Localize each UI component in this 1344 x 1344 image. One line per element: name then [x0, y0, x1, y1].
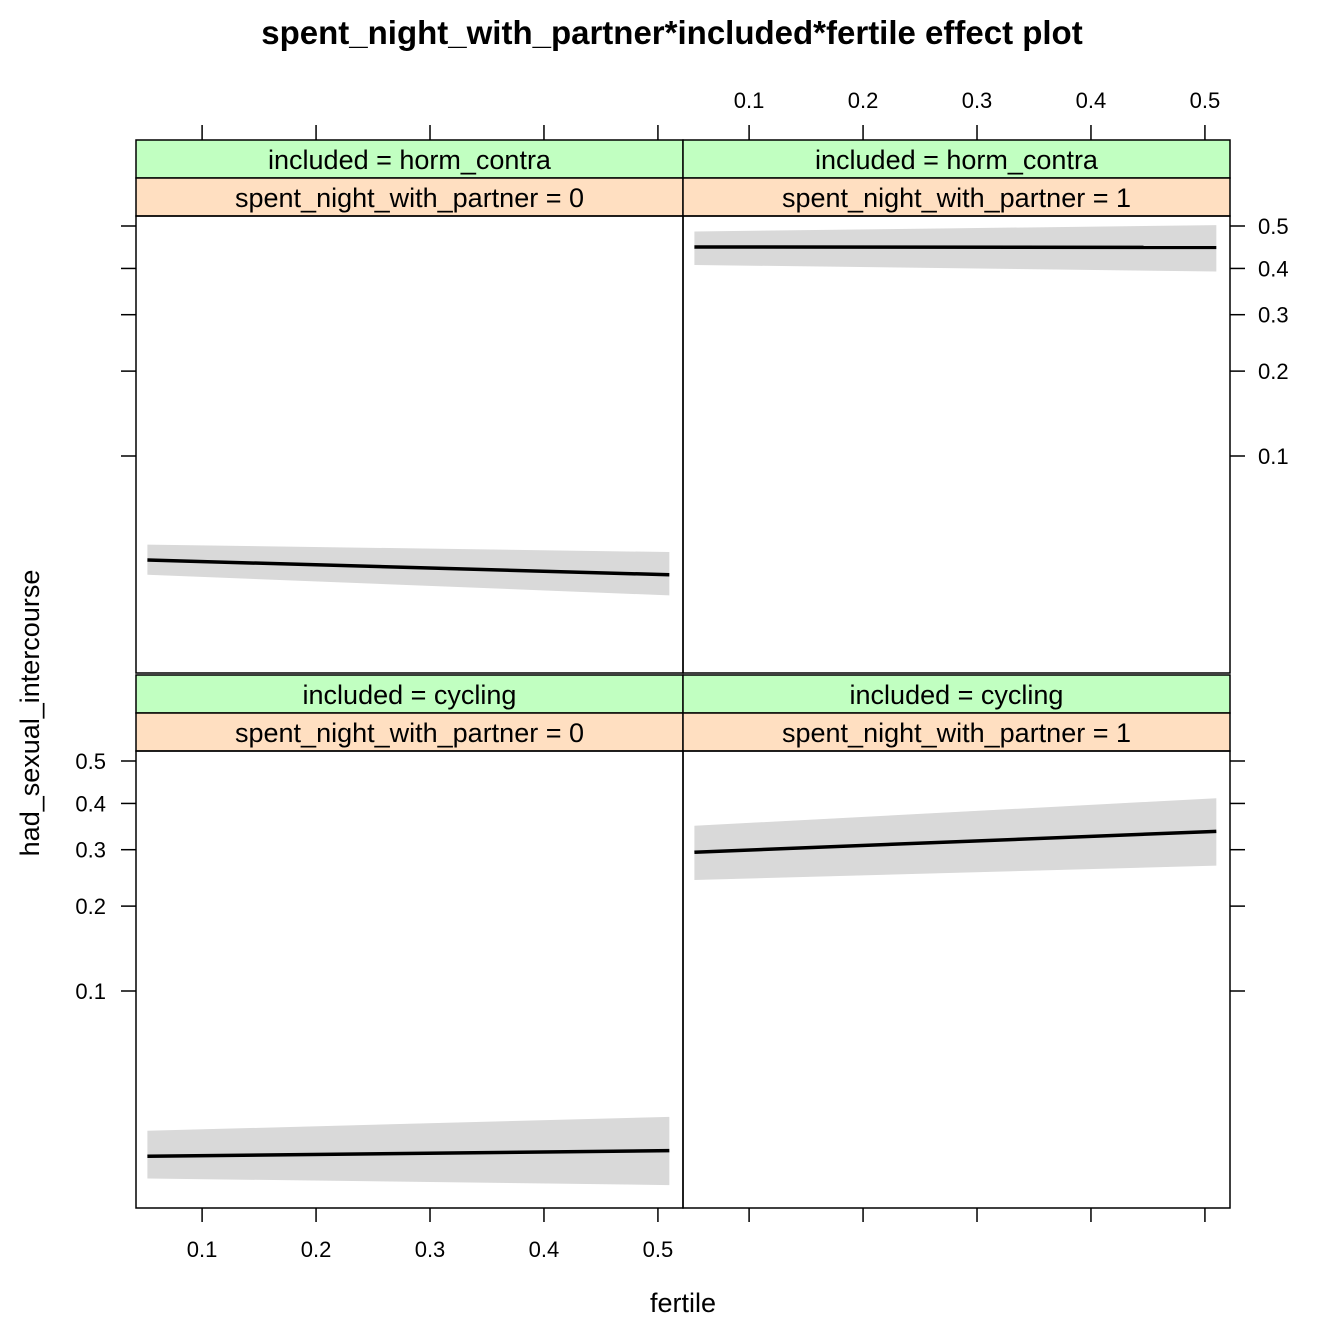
confidence-band-cycling-0 — [147, 1116, 670, 1186]
y-tick-label: 0.5 — [1258, 214, 1289, 239]
x-tick-label: 0.3 — [415, 1237, 446, 1262]
fit-line-cycling-0 — [147, 1148, 670, 1159]
panels-layer: included = horm_contra spent_night_with_p… — [135, 139, 1231, 1209]
strip-partner-label: spent_night_with_partner = 0 — [235, 718, 584, 748]
x-tick-label: 0.5 — [1190, 88, 1221, 113]
x-tick-label: 0.5 — [643, 1237, 674, 1262]
x-tick-label: 0.2 — [848, 88, 879, 113]
strip-included-label: included = horm_contra — [815, 145, 1099, 175]
panel-frame-horm-contra-1 — [682, 215, 1231, 674]
y-tick-label: 0.2 — [1258, 359, 1289, 384]
y-tick-label: 0.1 — [1258, 444, 1289, 469]
strip-partner-cycling-1 — [682, 712, 1231, 752]
strip-included-label: included = cycling — [850, 680, 1064, 710]
panel-frame-horm-contra-0 — [135, 215, 684, 674]
x-tick-label: 0.2 — [301, 1237, 332, 1262]
strip-partner-horm-contra-0 — [135, 177, 684, 217]
y-tick-label: 0.5 — [75, 749, 106, 774]
x-axis-label: fertile — [650, 1288, 716, 1318]
panel-frame-cycling-1 — [682, 750, 1231, 1209]
strip-included-cycling-1 — [682, 674, 1231, 714]
strip-included-label: included = cycling — [303, 680, 517, 710]
y-tick-label: 0.2 — [75, 894, 106, 919]
x-tick-label: 0.4 — [1076, 88, 1107, 113]
y-tick-label: 0.1 — [75, 979, 106, 1004]
y-tick-label: 0.4 — [75, 791, 106, 816]
y-tick-label: 0.3 — [1258, 303, 1289, 328]
chart-title: spent_night_with_partner*included*fertil… — [261, 14, 1082, 51]
strip-partner-cycling-0 — [135, 712, 684, 752]
confidence-band-cycling-1 — [694, 798, 1217, 880]
y-tick-label: 0.4 — [1258, 256, 1289, 281]
strip-partner-label: spent_night_with_partner = 0 — [235, 183, 584, 213]
x-tick-label: 0.1 — [187, 1237, 218, 1262]
x-tick-label: 0.1 — [734, 88, 765, 113]
strip-included-horm-contra-0 — [135, 139, 684, 179]
x-tick-label: 0.4 — [529, 1237, 560, 1262]
strip-included-label: included = horm_contra — [268, 145, 552, 175]
fit-line-cycling-1 — [694, 829, 1217, 854]
fit-line-horm-contra-0 — [147, 558, 670, 577]
y-tick-label: 0.3 — [75, 838, 106, 863]
strip-partner-label: spent_night_with_partner = 1 — [782, 718, 1131, 748]
strip-partner-label: spent_night_with_partner = 1 — [782, 183, 1131, 213]
confidence-band-horm-contra-0 — [147, 544, 670, 596]
strip-included-cycling-0 — [135, 674, 684, 714]
axes-layer: 0.1 0.1 0.2 0.2 0.3 0.3 0.4 0.4 0.5 0.5 0.1 0.1 0.2 0… — [75, 88, 1288, 1262]
y-axis-label: had_sexual_intercourse — [15, 570, 45, 857]
x-tick-label: 0.3 — [962, 88, 993, 113]
strip-partner-horm-contra-1 — [682, 177, 1231, 217]
